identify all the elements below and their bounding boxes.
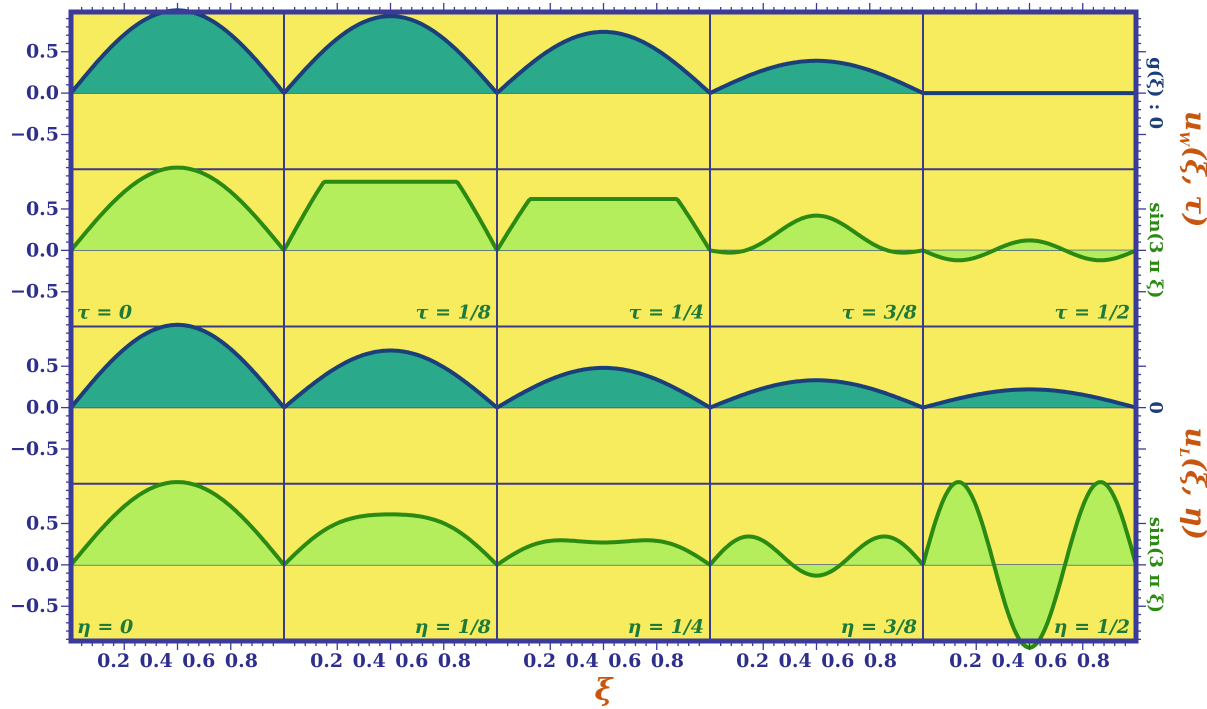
series-line [708,534,925,578]
panel-label: η = 1/8 [415,616,491,638]
x-tick-label: 0.4 [779,650,812,672]
series-area [497,199,710,251]
y-tick-label: −0.5 [10,595,59,617]
x-tick-label: 0.4 [566,650,599,672]
series-line [69,480,286,567]
series-area [923,482,1136,648]
panel-label: η = 1/2 [1054,616,1130,638]
panel-label: η = 1/4 [628,616,704,638]
x-tick-label: 0.6 [1034,650,1067,672]
y-tick-label: 0.0 [26,82,59,104]
series-area [71,482,284,565]
plot-area [61,3,1146,650]
chart-labels: 0.5 0.0 −0.5 0.5 0.0 −0.5 0.5 0.0 −0.5 0.5 0.0 −0.5… [10,41,1207,708]
x-tick-label: 0.8 [651,650,684,672]
x-tick-label: 0.8 [225,650,258,672]
x-tick-label: 0.8 [864,650,897,672]
y-tick-label: −0.5 [10,281,59,303]
panel-label: η = 0 [77,616,133,638]
row-side-label: 0 [1145,401,1166,414]
x-tick-label: 0.4 [140,650,173,672]
series-line [282,179,499,252]
series-line [922,387,1137,410]
y-tick-label: 0.0 [26,554,59,576]
x-tick-label: 0.2 [736,650,769,672]
y-tick-label: 0.5 [26,355,59,377]
group-title-main: u [1179,111,1207,131]
series-line [282,348,499,410]
series-line [495,29,712,95]
group-title-args: (ξ, τ) [1179,146,1207,227]
y-tick-label: −0.5 [10,123,59,145]
x-axis-title: ξ [595,673,615,708]
x-tick-label: 0.4 [353,650,386,672]
series-line [922,238,1137,263]
series-line [709,58,924,95]
panel-label: τ = 1/8 [416,302,491,324]
panel-label: τ = 1/2 [1055,302,1130,324]
panel-label: τ = 0 [77,302,132,324]
series-area [284,514,497,565]
series-area [497,367,710,408]
group-title: uL(ξ, η) [1176,428,1207,540]
y-tick-label: 0.5 [26,198,59,220]
x-tick-label: 0.6 [821,650,854,672]
x-tick-label: 0.2 [310,650,343,672]
series-line [496,365,711,410]
series-area [923,389,1136,408]
series-line [69,165,286,252]
series-line [282,512,499,567]
x-tick-label: 0.8 [438,650,471,672]
y-tick-label: 0.5 [26,41,59,63]
series-line [495,197,712,252]
series-area [497,540,710,565]
panel-label: τ = 3/8 [842,302,917,324]
series-area [284,181,497,251]
series-area [284,16,497,94]
series-area [497,31,710,94]
panel-label: τ = 1/4 [629,302,704,324]
x-tick-label: 0.4 [992,650,1025,672]
y-tick-label: 0.5 [26,512,59,534]
y-tick-label: −0.5 [10,438,59,460]
y-tick-label: 0.0 [26,239,59,261]
group-title-args: (ξ, η) [1179,457,1207,540]
series-line [495,538,712,567]
row-side-label: g(ξ) : 0 [1145,57,1166,129]
series-area [710,536,923,576]
series-line [69,322,286,409]
series-area [710,60,923,94]
panel-label: η = 3/8 [841,616,917,638]
series-area [71,10,284,94]
x-tick-label: 0.6 [395,650,428,672]
row-side-label: sin(3 π ξ) [1145,202,1166,298]
x-tick-label: 0.2 [97,650,130,672]
group-title-sub: W [1176,131,1191,147]
x-tick-label: 0.6 [182,650,215,672]
x-tick-label: 0.2 [523,650,556,672]
y-tick-label: 0.0 [26,397,59,419]
x-tick-label: 0.6 [608,650,641,672]
series-line [282,14,499,95]
series-line [709,213,924,255]
series-area [71,167,284,251]
group-title-sub: L [1176,447,1191,457]
group-title-main: u [1179,428,1207,448]
group-title: uW(ξ, τ) [1176,111,1207,227]
x-tick-label: 0.8 [1077,650,1110,672]
series-area [71,324,284,408]
series-area [710,380,923,408]
series-line [709,378,924,410]
series-area [284,350,497,408]
x-tick-label: 0.2 [949,650,982,672]
row-side-label: sin(3 π ξ) [1145,517,1166,613]
